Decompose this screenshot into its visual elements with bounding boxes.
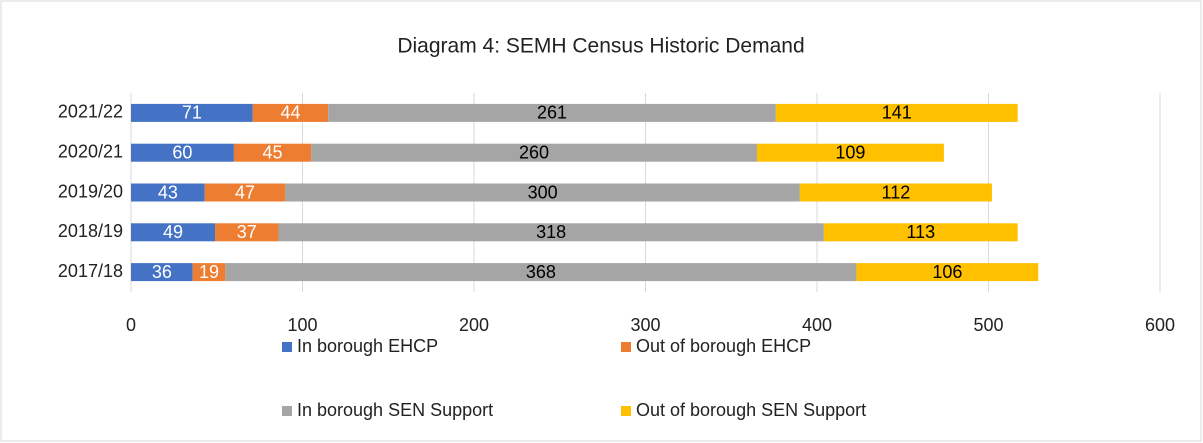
legend-label: Out of borough SEN Support [636, 400, 866, 420]
bar-segment [328, 103, 776, 122]
bar-segment [204, 183, 286, 202]
x-tick-label: 400 [802, 315, 832, 335]
data-label: 19 [199, 262, 219, 282]
data-label: 45 [262, 142, 282, 162]
x-tick-label: 600 [1145, 315, 1175, 335]
legend-label: In borough EHCP [297, 336, 438, 356]
data-label: 71 [182, 103, 202, 123]
bar-segment [131, 223, 216, 242]
bar-segment [131, 143, 234, 162]
legend-swatch [621, 406, 631, 416]
data-label: 112 [882, 182, 911, 202]
data-label: 60 [172, 142, 192, 162]
bar-segment [285, 183, 800, 202]
y-tick-label: 2020/21 [58, 141, 123, 161]
data-label: 260 [519, 142, 549, 162]
legend-label: Out of borough EHCP [636, 336, 811, 356]
x-tick-label: 0 [126, 315, 136, 335]
data-label: 49 [163, 222, 183, 242]
bar-segment [225, 263, 857, 282]
data-label: 261 [537, 103, 567, 123]
bar-segment [233, 143, 312, 162]
data-label: 44 [280, 103, 300, 123]
x-tick-label: 300 [630, 315, 660, 335]
legend-swatch [621, 342, 631, 352]
bar-segment [856, 263, 1039, 282]
chart-title: Diagram 4: SEMH Census Historic Demand [397, 35, 804, 58]
bar-segment [192, 263, 226, 282]
x-tick-label: 500 [973, 315, 1003, 335]
bar-segment [131, 263, 193, 282]
bar-segment [131, 183, 205, 202]
bar-segment [131, 103, 253, 122]
bar-segment [311, 143, 757, 162]
bar-segment [775, 103, 1018, 122]
y-tick-label: 2021/22 [58, 102, 123, 122]
legend-swatch [282, 406, 292, 416]
bar-segment [756, 143, 944, 162]
data-label: 318 [536, 222, 566, 242]
data-label: 113 [906, 222, 935, 242]
legend-swatch [282, 342, 292, 352]
bar-segment [215, 223, 279, 242]
bar-segment [252, 103, 329, 122]
data-label: 43 [158, 182, 178, 202]
bar-segment [278, 223, 824, 242]
data-label: 106 [932, 262, 962, 282]
y-tick-label: 2018/19 [58, 221, 123, 241]
data-label: 36 [152, 262, 172, 282]
legend-label: In borough SEN Support [297, 400, 493, 420]
x-tick-label: 200 [459, 315, 489, 335]
bar-segment [823, 223, 1018, 242]
data-label: 300 [528, 182, 558, 202]
data-label: 37 [237, 222, 257, 242]
y-tick-label: 2017/18 [58, 261, 123, 281]
data-label: 109 [835, 142, 865, 162]
data-label: 141 [882, 103, 912, 123]
bar-segment [799, 183, 992, 202]
data-label: 47 [235, 182, 255, 202]
x-tick-label: 100 [287, 315, 317, 335]
y-tick-label: 2019/20 [58, 181, 123, 201]
data-label: 368 [526, 262, 556, 282]
